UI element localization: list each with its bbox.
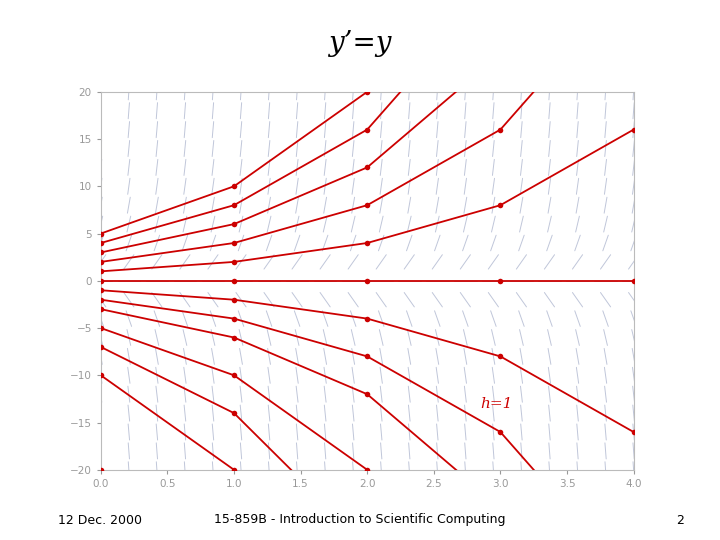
Text: h=1: h=1 [480, 397, 513, 411]
Text: 12 Dec. 2000: 12 Dec. 2000 [58, 514, 142, 526]
Text: y’=y: y’=y [328, 30, 392, 57]
Text: 2: 2 [676, 514, 684, 526]
Text: 15-859B - Introduction to Scientific Computing: 15-859B - Introduction to Scientific Com… [215, 514, 505, 526]
